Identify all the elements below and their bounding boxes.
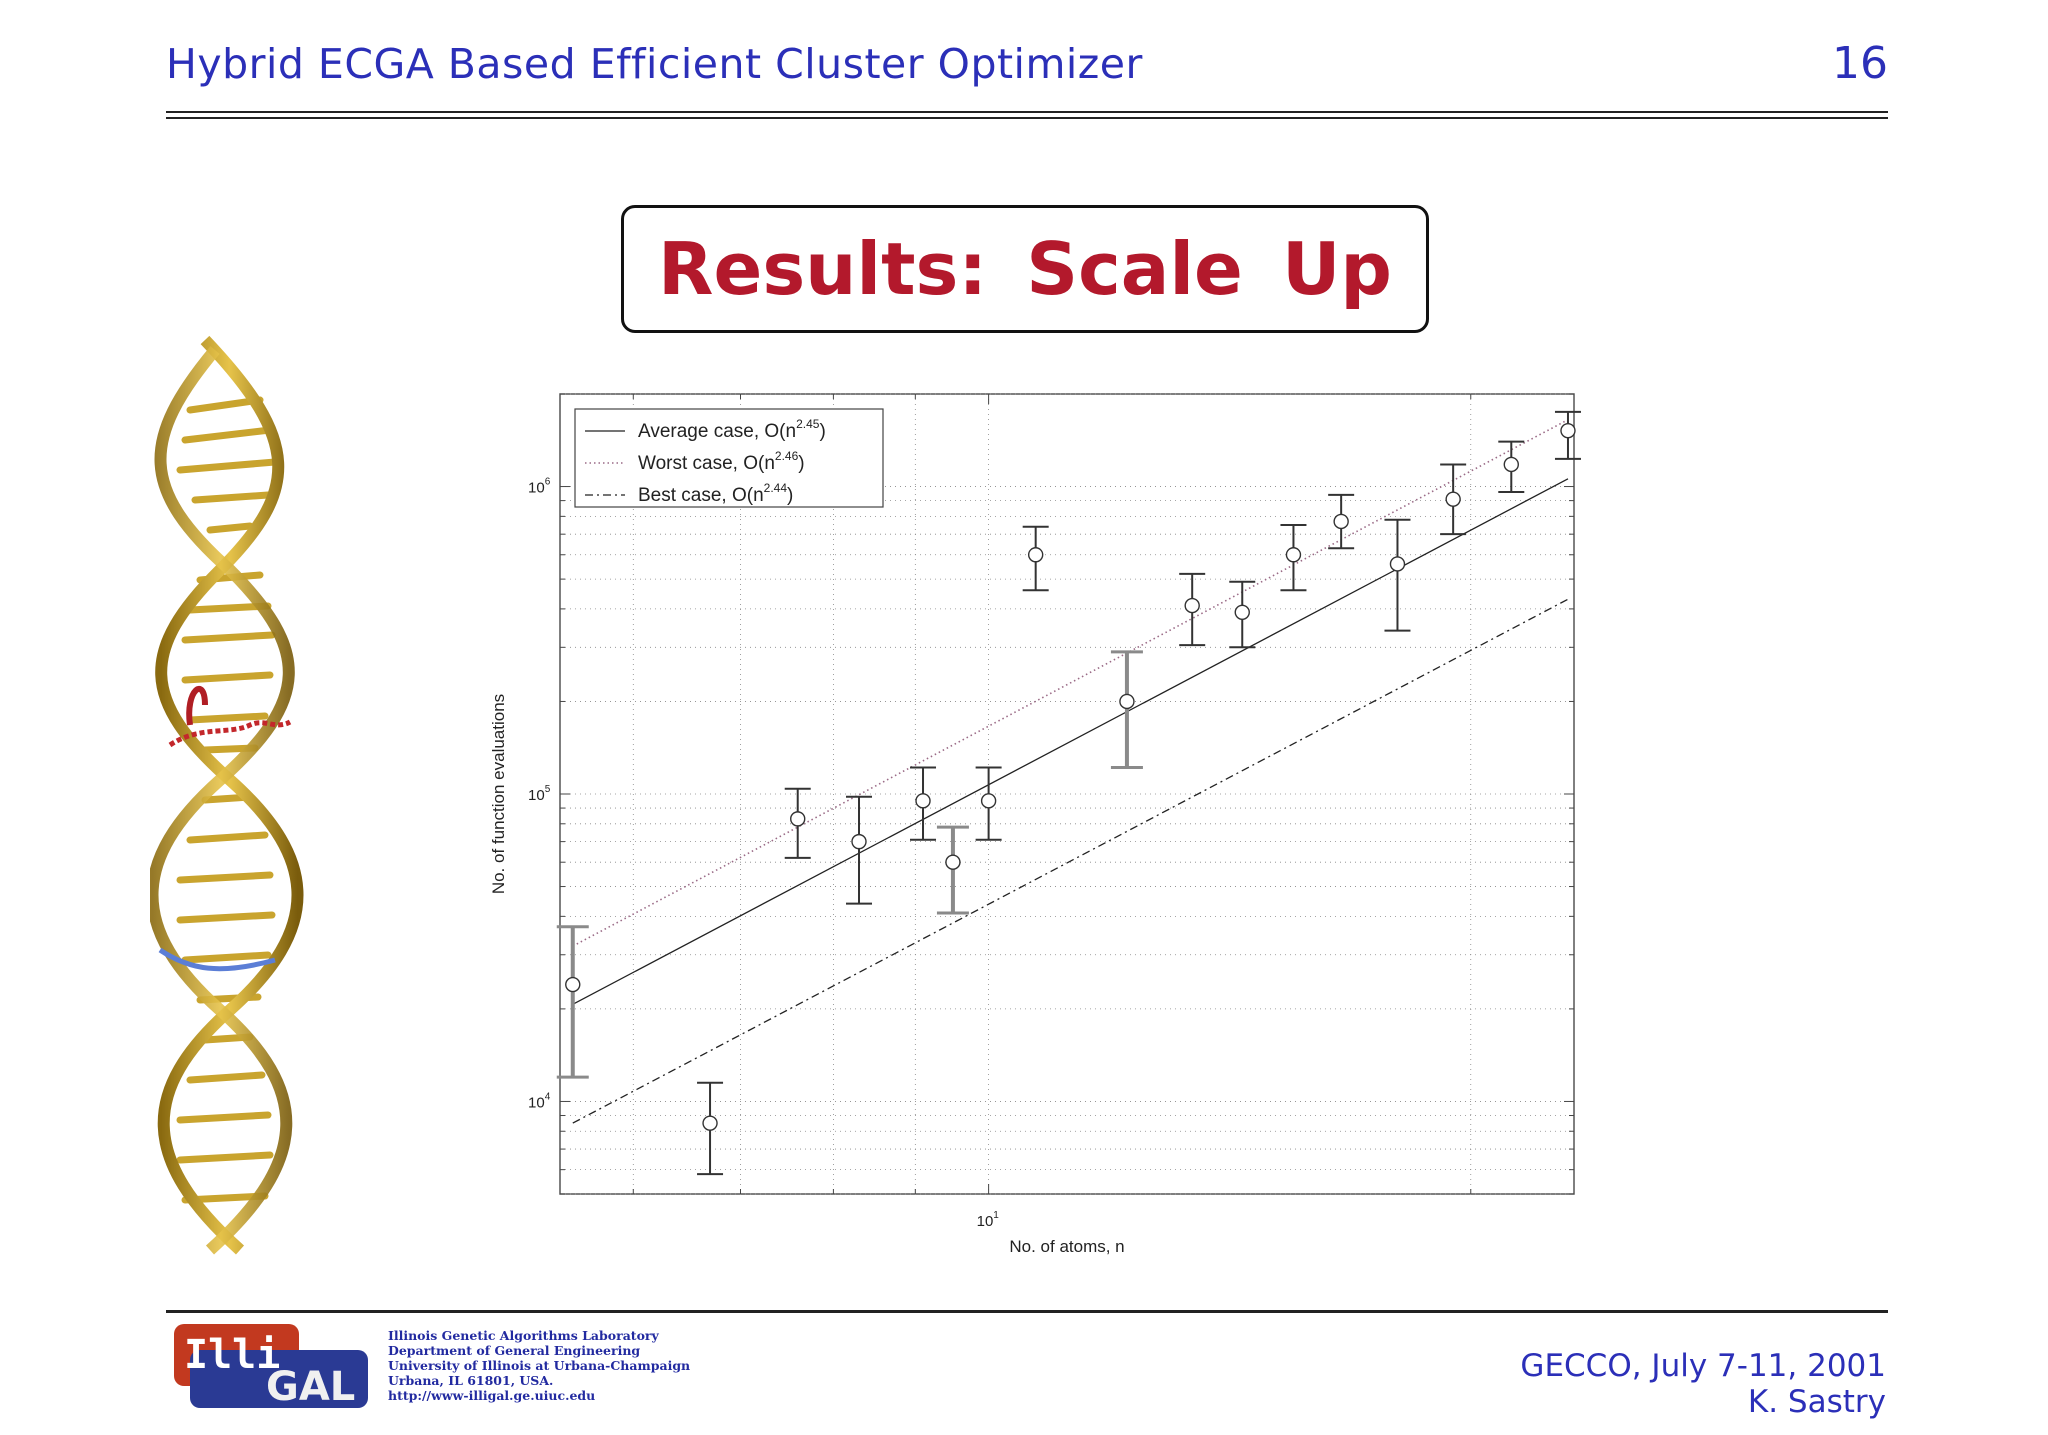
lab-university: University of Illinois at Urbana-Champai… [388,1358,691,1373]
author-name: K. Sastry [1747,1384,1886,1420]
legend-box [574,408,884,508]
point-marker [1560,422,1576,439]
data-point [556,925,589,1079]
logo-text-left: Illi [184,1332,280,1378]
dna-helix-illustration [150,335,304,1255]
point-marker [1027,547,1044,563]
data-point [910,766,937,841]
y-tick-label: 104 [528,1091,551,1111]
y-tick-label: 106 [528,477,551,497]
point-marker [702,1115,718,1131]
slide-title: Results: Scale Up [658,227,1392,311]
data-point [1280,523,1307,592]
data-point [936,825,969,915]
point-marker [1503,456,1519,473]
lab-address: Urbana, IL 61801, USA. [388,1373,554,1388]
lab-name: Illinois Genetic Algorithms Laboratory [388,1328,659,1343]
dna-strand-b [150,346,295,1255]
legend-entry-average: Average case, O(n2.45) [638,417,826,442]
conference-name: GECCO, July 7-11, 2001 [1520,1348,1886,1384]
lab-info: Illinois Genetic Algorithms Laboratory D… [388,1328,690,1403]
illigal-logo: Illi GAL [174,1324,368,1410]
fit-line-1 [572,418,1569,947]
plot-frame [559,393,1575,1195]
data-point [1384,518,1411,632]
legend-entry-worst: Worst case, O(n2.46) [638,449,805,474]
legend-entry-best: Best case, O(n2.44) [638,481,793,506]
x-tick-label: 101 [977,1210,1000,1230]
legend-average-exp: 2.45 [796,417,820,431]
axis-ticks [560,393,1574,1195]
slide-title-box: Results: Scale Up [621,205,1429,333]
y-tick-label-exp: 6 [545,477,551,488]
point-marker [790,811,806,827]
logo-blue-panel [190,1350,368,1408]
page-number: 16 [1832,38,1888,89]
conference-info: GECCO, July 7-11, 2001 K. Sastry [1520,1348,1886,1420]
y-axis-label: No. of function evaluations [489,694,508,894]
point-marker [1389,556,1406,572]
red-bond [168,719,292,748]
data-point [846,795,873,905]
header-rule-bottom [166,117,1888,119]
legend-worst-exp: 2.46 [775,449,799,463]
point-marker [851,833,867,850]
fit-line-2 [572,598,1569,1124]
x-tick-label-base: 10 [977,1213,994,1230]
point-marker [1333,513,1349,530]
data-point [1328,493,1355,550]
dna-strand-a [155,335,304,1255]
legend-average-name: Average case, O(n [638,421,796,442]
footer-rule [166,1310,1888,1313]
header-title: Hybrid ECGA Based Efficient Cluster Opti… [166,40,1143,88]
y-tick-label: 105 [528,784,551,804]
point-marker [915,793,931,809]
point-marker [980,793,997,809]
data-point [697,1081,724,1176]
legend-best-suffix: ) [787,485,793,506]
data-point [1554,410,1581,460]
data-point [1229,580,1256,649]
y-tick-label-base: 10 [528,787,545,804]
x-tick-label-exp: 1 [993,1210,999,1221]
legend-best-exp: 2.44 [764,481,788,495]
data-point [1498,440,1525,494]
y-tick-label-exp: 5 [545,784,551,795]
red-loop [186,686,208,726]
blue-bond [158,947,276,972]
legend-worst-name: Worst case, O(n [638,453,775,474]
lab-department: Department of General Engineering [388,1343,641,1358]
data-point [1440,463,1467,536]
y-tick-label-base: 10 [528,1094,545,1111]
legend: Average case, O(n2.45) Worst case, O(n2.… [574,408,884,508]
data-point [975,766,1002,841]
point-marker [1119,693,1135,710]
point-marker [945,854,961,870]
logo-text-right: GAL [266,1364,355,1410]
y-tick-label-base: 10 [528,480,545,497]
x-axis-label: No. of atoms, n [1009,1237,1124,1256]
data-point [1179,572,1206,647]
header-rule-top [166,111,1888,113]
point-marker [565,976,581,993]
data-point [1022,525,1049,592]
y-tick-label-exp: 4 [545,1091,551,1102]
lab-url[interactable]: http://www-illigal.ge.uiuc.edu [388,1388,596,1403]
legend-average-suffix: ) [819,421,825,442]
data-point [784,787,811,859]
point-marker [1184,597,1200,614]
x-tick-labels: 101 [977,1210,1000,1230]
data-point [1110,650,1143,769]
point-marker [1234,604,1250,620]
point-marker [1285,547,1302,563]
legend-worst-suffix: ) [798,453,804,474]
point-marker [1445,491,1461,507]
data-points [556,410,1581,1176]
legend-best-name: Best case, O(n [638,485,764,506]
